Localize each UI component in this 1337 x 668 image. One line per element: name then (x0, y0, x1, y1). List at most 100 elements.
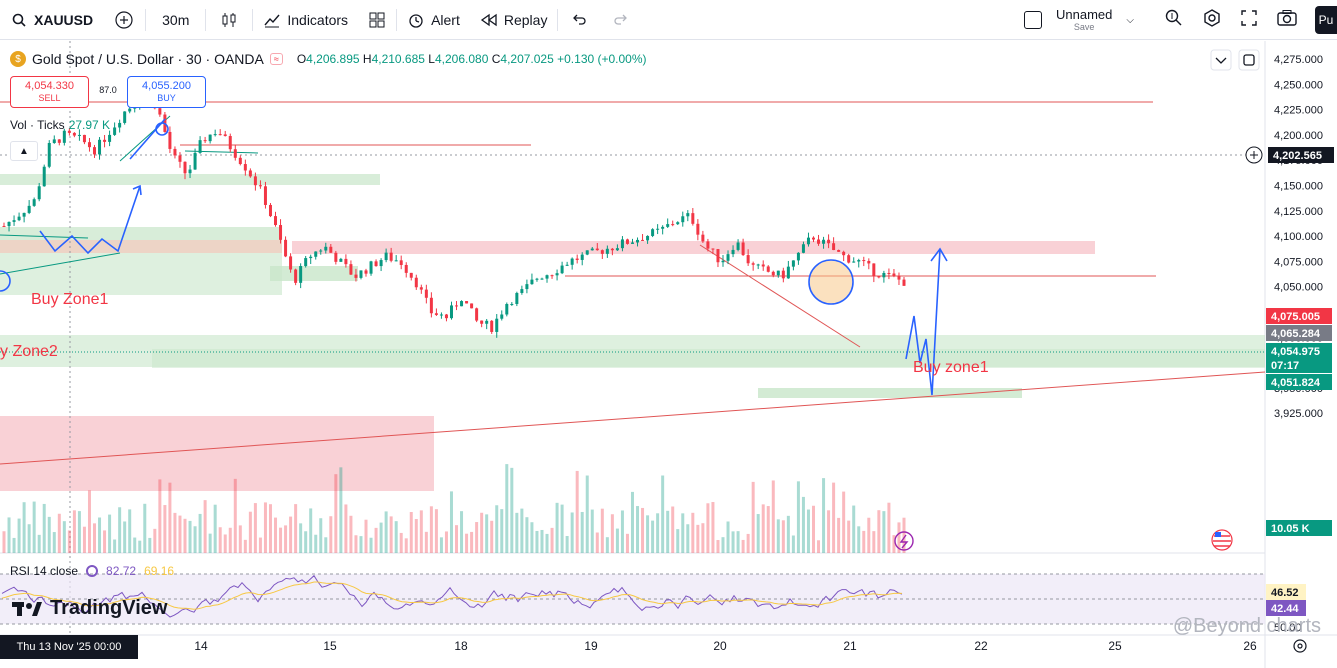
replay-button[interactable]: Replay (470, 0, 558, 40)
marker-circle[interactable] (0, 270, 11, 292)
candle-body (424, 289, 428, 298)
layout-name-button[interactable]: Unnamed Save (1056, 8, 1112, 32)
price-tick-label: 4,225.000 (1274, 105, 1323, 117)
marker-circle[interactable] (155, 122, 169, 136)
volume-bar (455, 525, 459, 553)
candle-body (329, 246, 333, 253)
triangle-line[interactable] (0, 252, 121, 275)
projection-arrow[interactable] (129, 118, 166, 160)
volume-bar (57, 513, 61, 553)
candle-body (600, 250, 604, 254)
alert-button[interactable]: Alert (397, 0, 470, 40)
tradingview-logo[interactable]: TradingView (12, 597, 167, 620)
volume-bar (27, 524, 31, 553)
volume-bar (636, 506, 640, 553)
candle-body (409, 272, 413, 278)
interval-button[interactable]: 30m (146, 0, 205, 40)
triangle-line[interactable] (184, 150, 259, 154)
volume-bar (842, 491, 846, 553)
volume-bar (746, 533, 750, 553)
projection-arrow[interactable] (905, 248, 941, 396)
volume-bar (93, 523, 97, 553)
camera-icon[interactable] (1276, 9, 1298, 32)
settings-gear-icon[interactable] (1293, 639, 1307, 653)
indicators-button[interactable]: Indicators (253, 0, 358, 40)
orange-zone (0, 240, 282, 253)
volume-bar (424, 531, 428, 553)
candle-body (610, 248, 614, 251)
volume-bar (525, 517, 529, 553)
volume-bar (902, 517, 906, 553)
volume-bar (796, 481, 800, 553)
lightning-icon[interactable] (894, 531, 914, 551)
compare-button[interactable] (103, 0, 145, 40)
session-tag[interactable]: ≈ (269, 53, 283, 65)
chart-canvas[interactable]: 4,275.0004,250.0004,225.0004,200.0004,17… (0, 41, 1337, 668)
candle-body (7, 221, 11, 227)
volume-bar (279, 527, 283, 553)
settings-icon[interactable] (1202, 8, 1222, 33)
candle-body (465, 301, 469, 304)
candle-body (590, 248, 594, 251)
symbol-title[interactable]: Gold Spot / U.S. Dollar · 30 · OANDA (32, 51, 264, 67)
quick-search-icon[interactable] (1164, 8, 1184, 33)
volume-bar (490, 520, 494, 553)
templates-button[interactable] (358, 0, 396, 40)
buy-zone2-label[interactable]: y Zone2 (0, 343, 58, 360)
undo-button[interactable] (558, 0, 600, 40)
volume-bar (334, 474, 338, 553)
volume-bar (77, 511, 81, 553)
volume-bar (324, 537, 328, 553)
highlight-circle[interactable] (808, 259, 854, 305)
add-alert-icon[interactable] (1245, 146, 1263, 164)
chart-container[interactable]: 4,275.0004,250.0004,225.0004,200.0004,17… (0, 41, 1337, 668)
ohlc-values: O4,206.895 H4,210.685 L4,206.080 C4,207.… (297, 52, 647, 66)
candle-body (726, 254, 730, 261)
candle-body (444, 314, 448, 319)
volume-bar (294, 504, 298, 553)
chart-type-button[interactable] (206, 0, 252, 40)
volume-bar (781, 520, 785, 553)
candle-body (595, 248, 599, 251)
candle-body (691, 213, 695, 224)
checkbox-icon[interactable] (1024, 11, 1042, 29)
redo-button[interactable] (600, 0, 642, 40)
volume-bar (384, 511, 388, 553)
volume-bar (434, 509, 438, 553)
symbol-search[interactable]: XAUUSD (0, 0, 103, 40)
candle-body (103, 139, 107, 142)
chevron-down-icon[interactable]: ⌵ (1126, 14, 1134, 26)
auto-scale-icon[interactable] (1238, 49, 1260, 71)
collapse-legend-button[interactable]: ▲ (10, 141, 38, 161)
buy-zone1-label-left[interactable]: Buy Zone1 (31, 291, 109, 308)
us-flag-icon[interactable] (1211, 529, 1233, 551)
candle-body (585, 250, 589, 255)
volume-bar (641, 507, 645, 553)
divider (396, 8, 398, 31)
candle-body (289, 256, 293, 270)
scroll-down-icon[interactable] (1210, 49, 1232, 71)
volume-bar (399, 532, 403, 553)
buy-button[interactable]: 4,055.200 BUY (127, 76, 206, 108)
buy-zone1-label-right[interactable]: Buy zone1 (913, 359, 989, 376)
fullscreen-icon[interactable] (1240, 9, 1258, 32)
volume-bar (676, 529, 680, 553)
candle-body (108, 134, 112, 142)
publish-button[interactable]: Pu (1315, 6, 1337, 34)
time-tick-label: 18 (454, 639, 468, 653)
time-axis[interactable]: 14 15 18 19 20 21 22 25 26 (194, 639, 1257, 653)
rsi-settings-icon[interactable] (86, 565, 99, 577)
descending-trendline[interactable] (699, 244, 861, 348)
support-trendline[interactable] (0, 371, 1266, 465)
projection-arrow[interactable] (39, 185, 141, 255)
green-zone (152, 349, 1265, 368)
candle-body (263, 186, 267, 205)
candle-body (384, 252, 388, 261)
candle-body (82, 134, 86, 143)
candle-body (158, 108, 162, 115)
candle-body (248, 170, 252, 177)
candle-body (892, 273, 896, 276)
volume-bar (852, 505, 856, 553)
sell-button[interactable]: 4,054.330 SELL (10, 76, 89, 108)
time-tick-label: 22 (974, 639, 988, 653)
